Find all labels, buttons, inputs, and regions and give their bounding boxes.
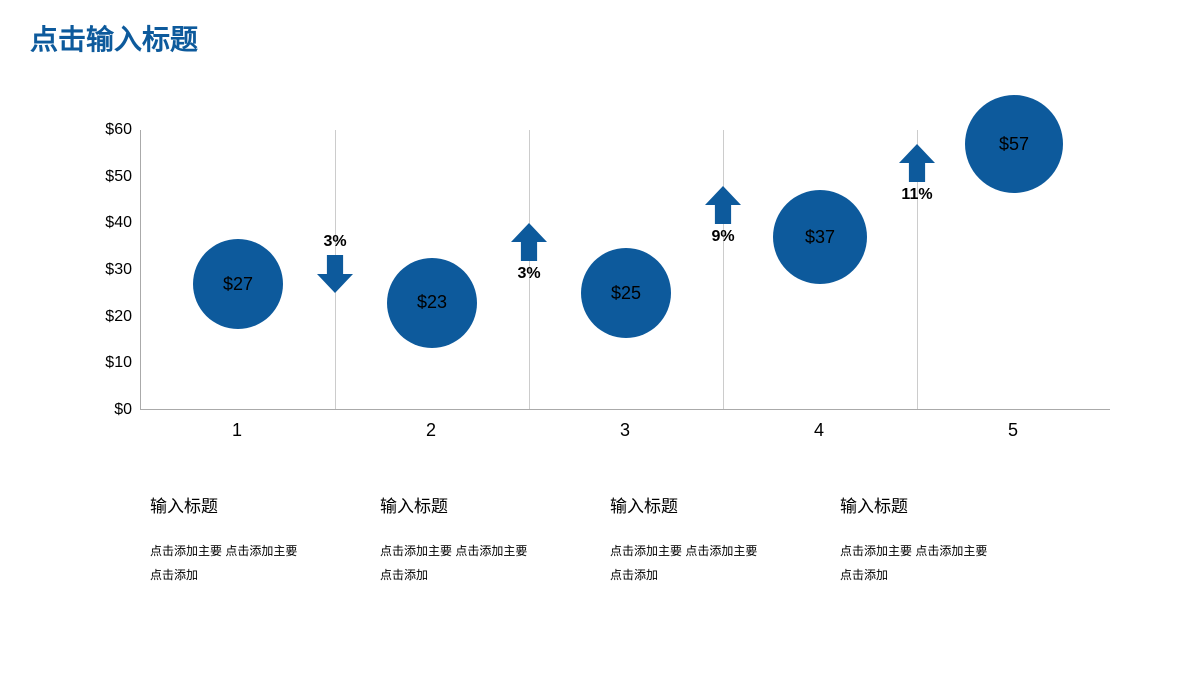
caption-block: 输入标题点击添加主要 点击添加主要 点击添加 [610,492,770,587]
captions-row: 输入标题点击添加主要 点击添加主要 点击添加输入标题点击添加主要 点击添加主要 … [150,492,1000,587]
change-arrow: 3% [317,233,353,293]
y-tick-label: $60 [105,121,132,139]
arrow-label: 11% [901,186,932,204]
caption-block: 输入标题点击添加主要 点击添加主要 点击添加 [840,492,1000,587]
x-tick-label: 2 [426,420,436,441]
gridline [723,130,724,409]
change-arrow: 9% [705,186,741,246]
bubble-label: $37 [805,227,835,248]
chart: $0$10$20$30$40$50$60 $27$23$25$37$573%3%… [90,130,1110,410]
caption-title: 输入标题 [840,492,1000,517]
page-title: 点击输入标题 [30,18,198,58]
y-tick-label: $30 [105,261,132,279]
bubble: $37 [773,190,867,284]
arrow-down-icon [317,255,353,293]
caption-block: 输入标题点击添加主要 点击添加主要 点击添加 [380,492,540,587]
plot-area: $27 $23 $25 $37 $57 3% 3% 9% 11% [140,130,1110,410]
caption-title: 输入标题 [150,492,310,517]
bubble-label: $27 [223,274,253,295]
caption-title: 输入标题 [380,492,540,517]
x-tick-label: 1 [232,420,242,441]
arrow-label: 3% [517,265,540,283]
y-tick-label: $50 [105,168,132,186]
bubble-label: $25 [611,283,641,304]
change-arrow: 11% [899,144,935,204]
bubble: $57 [965,95,1063,193]
bubble-label: $23 [417,292,447,313]
caption-body: 点击添加主要 点击添加主要 点击添加 [610,539,770,587]
x-tick-label: 3 [620,420,630,441]
caption-body: 点击添加主要 点击添加主要 点击添加 [840,539,1000,587]
arrow-up-icon [899,144,935,182]
bubble: $27 [193,239,283,329]
caption-body: 点击添加主要 点击添加主要 点击添加 [150,539,310,587]
arrow-up-icon [511,223,547,261]
caption-title: 输入标题 [610,492,770,517]
y-tick-label: $10 [105,354,132,372]
y-tick-label: $40 [105,214,132,232]
bubble: $25 [581,248,671,338]
arrow-up-icon [705,186,741,224]
arrow-label: 3% [323,233,346,251]
arrow-label: 9% [711,228,734,246]
caption-block: 输入标题点击添加主要 点击添加主要 点击添加 [150,492,310,587]
change-arrow: 3% [511,223,547,283]
x-tick-label: 4 [814,420,824,441]
caption-body: 点击添加主要 点击添加主要 点击添加 [380,539,540,587]
x-axis: 1 2 3 4 5 [140,420,1110,450]
x-tick-label: 5 [1008,420,1018,441]
bubble: $23 [387,258,477,348]
y-tick-label: $20 [105,308,132,326]
y-tick-label: $0 [114,401,132,419]
y-axis: $0$10$20$30$40$50$60 [90,130,140,410]
bubble-label: $57 [999,134,1029,155]
